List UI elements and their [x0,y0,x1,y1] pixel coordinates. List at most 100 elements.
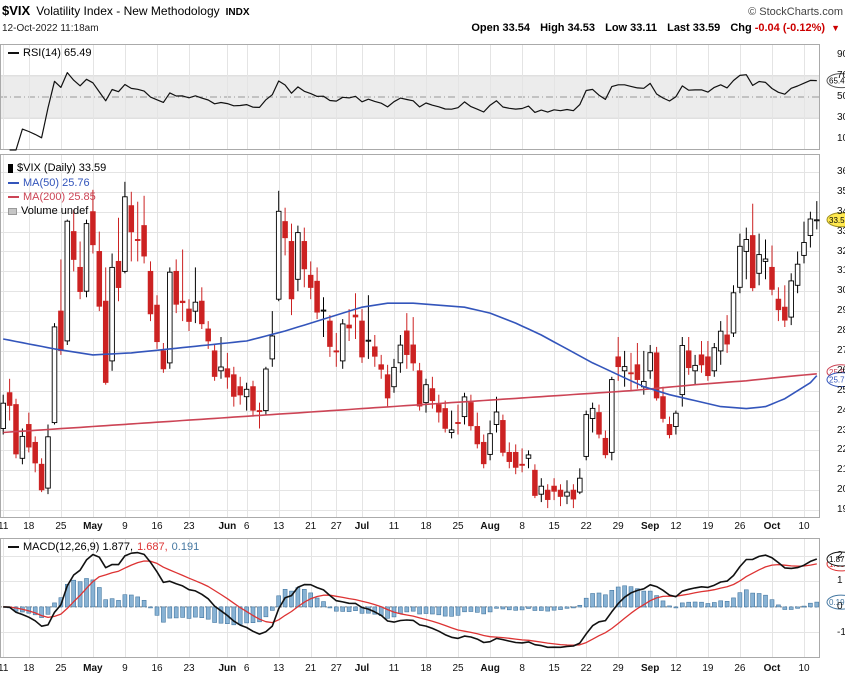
ma50-line [3,302,818,410]
y-axis-label: 32 [837,245,845,257]
x-tick-label: 11 [0,521,9,532]
x-tick-label: 18 [23,521,35,532]
x-tick-label: 19 [702,521,714,532]
macd-histogram [7,578,820,626]
x-tick-label: 9 [122,521,128,532]
y-axis-label: 30 [837,285,845,297]
volume-legend-label: Volume undef [21,205,89,217]
x-tick-label: 25 [55,521,67,532]
ma200-line [3,373,817,434]
ma50-line-icon [8,182,19,184]
y-axis-label: 90 [837,48,845,60]
y-axis-label: 24 [837,404,845,416]
x-tick-label: 16 [151,663,163,674]
macd-line-icon [8,546,19,548]
y-axis-label: -1 [837,626,845,638]
y-axis-label: 33 [837,225,845,237]
rsi-line [9,71,817,151]
macd-legend-label: MACD(12,26,9) 1.877, [23,541,134,553]
y-axis-label: 70 [837,69,845,81]
svg-text:0.191: 0.191 [829,598,845,607]
x-tick-label: 10 [798,521,810,532]
rsi-band [0,75,820,119]
x-tick-label: 27 [330,521,342,532]
axis-bubbles: 65.4925.8525.7633.591.6871.8770.191 [826,73,845,610]
x-tick-label: 21 [305,663,317,674]
macd-line [3,551,818,649]
low-label: Low [605,22,628,34]
x-tick-label: 8 [519,663,525,674]
quote-line: Open 33.54 High 34.53 Low 33.11 Last 33.59 C… [464,22,840,34]
y-axis-label: 36 [837,165,845,177]
x-tick-label: 25 [55,663,67,674]
macd-legend: MACD(12,26,9) 1.877, 1.687, 0.191 [8,541,199,553]
x-tick-label: 6 [243,521,250,532]
ma200-legend-label: MA(200) 25.85 [23,191,96,203]
x-tick-label: 11 [388,521,400,532]
quote-row: 12-Oct-2022 11:18am Open 33.54 High 34.53 … [2,22,840,34]
x-tick-label: 12 [670,663,682,674]
y-axis-label: 20 [837,484,845,496]
chart-title: Volatility Index - New Methodology [36,4,220,18]
down-arrow-icon: ▼ [831,23,840,33]
chg-label: Chg [730,22,752,34]
last-label: Last [667,22,690,34]
timestamp: 12-Oct-2022 11:18am [2,23,99,34]
svg-text:65.49: 65.49 [829,77,845,86]
y-axis-label: 34 [837,205,845,217]
x-tick-label: 18 [420,521,432,532]
x-tick-label: 19 [702,663,714,674]
open-value: 33.54 [502,22,530,34]
y-axis-label: 21 [837,464,845,476]
y-axis-label: 26 [837,364,845,376]
svg-text:1.877: 1.877 [829,555,845,564]
x-tick-label: 25 [452,663,464,674]
x-tick-label: Aug [480,521,500,532]
series-legend-label: $VIX (Daily) 33.59 [17,162,107,174]
series-legend: $VIX (Daily) 33.59 [8,162,106,174]
y-axis-label: 1 [837,575,843,587]
x-tick-label: 27 [330,663,342,674]
x-tick-label: 26 [734,663,746,674]
high-label: High [540,22,565,34]
x-tick-label: Jun [218,663,237,674]
y-axis-label: 35 [837,185,845,197]
x-tick-label: 13 [273,663,285,674]
x-tick-label: 11 [0,663,9,674]
x-tick-label: 21 [305,521,317,532]
x-tick-label: 11 [388,663,400,674]
x-tick-label: Aug [480,663,500,674]
rsi-legend: RSI(14) 65.49 [8,47,91,59]
high-value: 34.53 [567,22,596,34]
x-tick-label: 13 [273,521,285,532]
x-tick-label: 26 [734,521,746,532]
x-tick-label: 12 [670,521,682,532]
x-tick-label: Oct [763,663,781,674]
ma200-legend: MA(200) 25.85 [8,191,96,203]
y-axis-label: 50 [837,91,845,102]
x-tick-label: 22 [580,663,592,674]
open-label: Open [471,22,500,34]
candlestick-series [0,181,820,509]
y-axis-label: 19 [837,504,845,515]
volume-icon [8,207,17,215]
symbol: $VIX [2,3,31,18]
ma200-line-icon [8,196,19,198]
candlestick-icon [8,163,13,173]
x-tick-label: 18 [420,663,432,674]
x-tick-label: 16 [151,521,163,532]
header-row: $VIX Volatility Index - New Methodology … [2,3,843,18]
x-tick-label: 29 [612,663,624,674]
macd-signal-value: 1.687, [137,541,168,553]
x-axis-macd: 11 18 25 May 9 16 23 Jun 6 13 21 27 Jul 11 18 25 Aug 8 15 2… [0,663,845,676]
x-tick-label: 25 [452,521,464,532]
x-tick-label: May [83,663,103,674]
x-tick-label: 9 [122,663,128,674]
x-tick-label: 23 [183,521,195,532]
y-axis-label: 28 [837,325,845,336]
svg-text:25.76: 25.76 [829,376,845,385]
x-tick-label: 6 [243,663,250,674]
gridlines [0,44,820,658]
